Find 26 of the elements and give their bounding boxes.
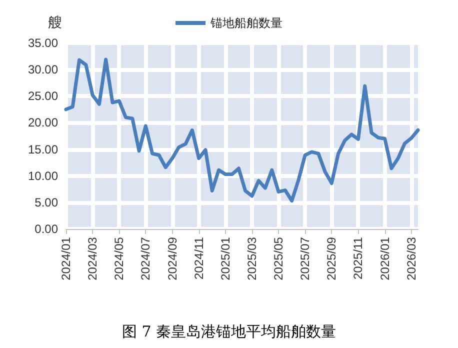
text: 图 7 秦皇岛港锚地平均船舶数量 <box>122 322 336 340</box>
y-tick-label: 35.00 <box>28 36 58 50</box>
x-tick-label: 2026/01 <box>378 236 392 280</box>
x-tick-label: 2024/01 <box>59 236 73 280</box>
x-tick-label: 2024/07 <box>138 236 153 280</box>
line-series <box>64 58 420 203</box>
y-axis-title: 艘 <box>48 14 62 30</box>
y-tick-label: 15.00 <box>28 142 58 156</box>
x-tick-label: 2025/09 <box>324 236 339 280</box>
x-tick-label: 2024/05 <box>112 236 126 280</box>
x-tick-label: 2026/03 <box>404 236 418 280</box>
x-tick-label: 2025/07 <box>298 236 312 280</box>
y-tick-label: 5.00 <box>34 195 58 210</box>
x-tick-label: 2025/05 <box>272 236 286 280</box>
legend-label: 锚地船舶数量 <box>210 16 282 30</box>
y-tick-label: 0.00 <box>34 222 58 236</box>
x-tick-label: 2024/11 <box>192 236 206 280</box>
x-tick-label: 2025/03 <box>244 236 259 280</box>
x-tick-label: 2024/09 <box>165 236 180 280</box>
y-tick-label: 25.00 <box>28 89 58 104</box>
y-tick-label: 10.00 <box>28 168 58 183</box>
x-tick-label: 2025/11 <box>351 236 366 280</box>
x-tick-label: 2024/03 <box>86 236 100 280</box>
x-tick-label: 2025/01 <box>218 236 232 280</box>
y-tick-label: 20.00 <box>28 116 58 130</box>
y-tick-label: 30.00 <box>28 62 58 77</box>
